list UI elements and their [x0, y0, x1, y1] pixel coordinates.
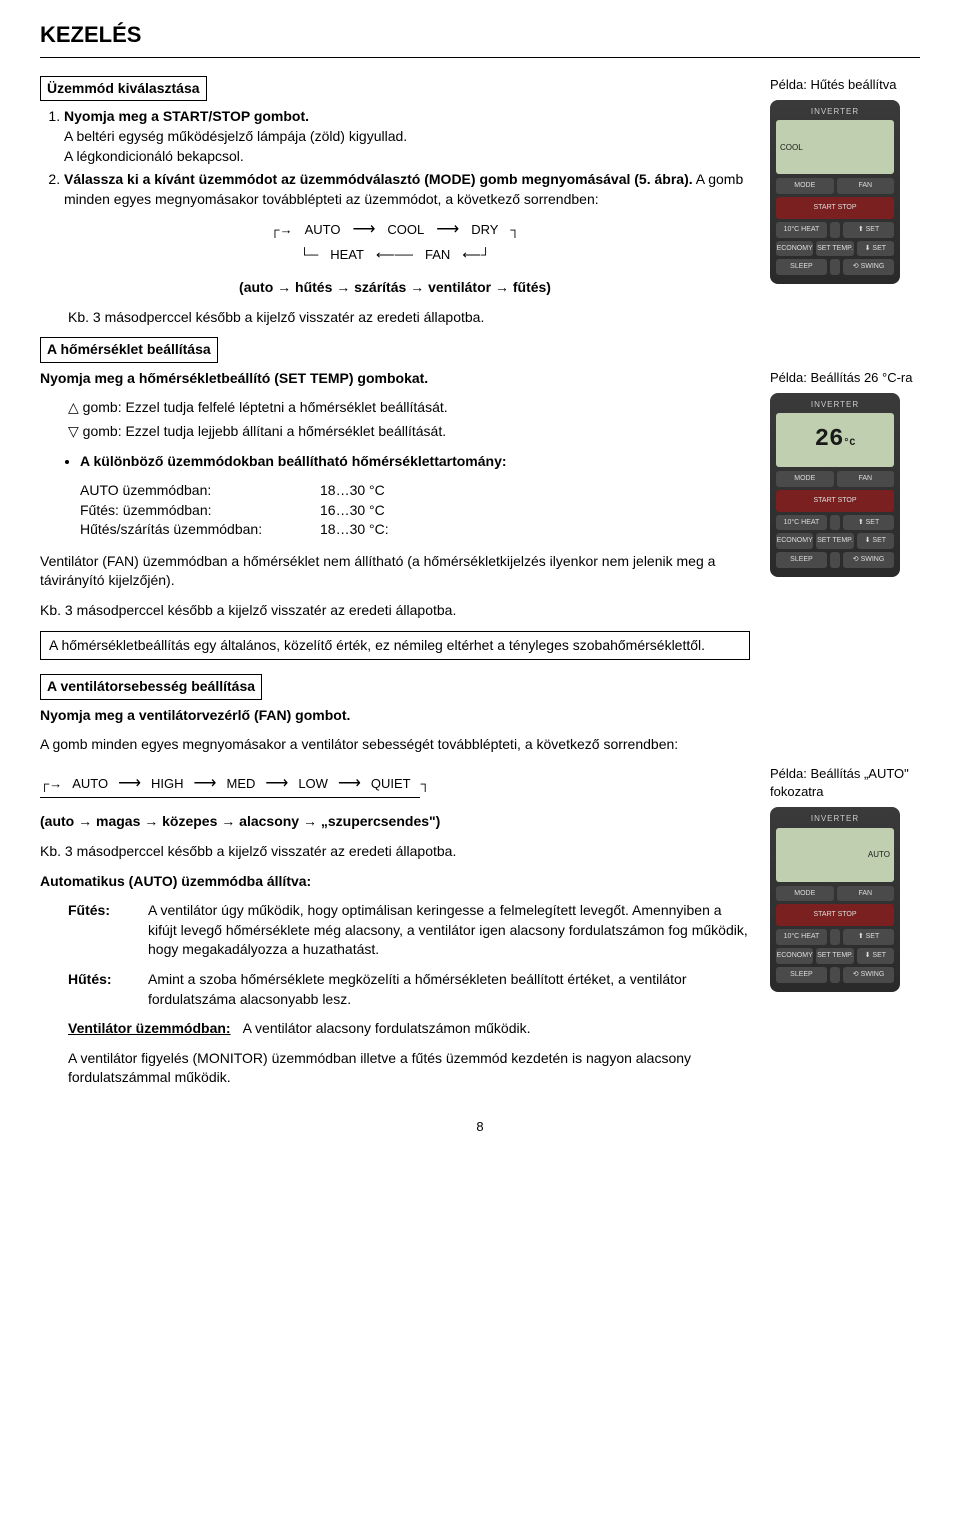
flow-cool: COOL: [387, 221, 424, 239]
example-label-temp: Példa: Beállítás 26 °C-ra: [770, 369, 920, 387]
remote-btn-setup: ⬆ SET: [843, 222, 894, 238]
section-heading-temp: A hőmérséklet beállítása: [40, 337, 218, 363]
remote-btn-econ: ECONOMY: [776, 241, 813, 257]
r3-start: START STOP: [776, 904, 894, 926]
range-auto-lab: AUTO üzemmódban:: [80, 481, 320, 501]
r3-set: ⬆ SET: [843, 929, 894, 945]
temp-range-table: AUTO üzemmódban:18…30 °C Fűtés: üzemmódb…: [80, 481, 750, 540]
mode-step2: Válassza ki a kívánt üzemmódot az üzemmó…: [64, 171, 743, 207]
r2-10c: 10°C HEAT: [776, 515, 827, 531]
r3-fan: FAN: [837, 886, 895, 902]
r2-set: ⬆ SET: [843, 515, 894, 531]
remote-btn-fan: FAN: [837, 178, 895, 194]
r2-start: START STOP: [776, 490, 894, 512]
range-cool-lab: Hűtés/szárítás üzemmódban:: [80, 520, 320, 540]
fan-flow-quiet: QUIET: [371, 775, 411, 793]
mode-sequence: (auto → hűtés → szárítás → ventilátor → …: [40, 278, 750, 298]
fan-lead: Nyomja meg a ventilátorvezérlő (FAN) gom…: [40, 707, 350, 723]
r3-10c: 10°C HEAT: [776, 929, 827, 945]
remote-screen-cool: COOL: [780, 142, 803, 153]
def-vent-label: Ventilátor üzemmódban:: [68, 1019, 231, 1039]
r3-swing: ⟲ SWING: [843, 967, 894, 983]
fan-flow-high: HIGH: [151, 775, 184, 793]
remote-illustration-temp: INVERTER 26°C MODEFAN START STOP 10°C HE…: [770, 393, 900, 577]
section-heading-mode: Üzemmód kiválasztása: [40, 76, 207, 102]
r2-setdn: ⬇ SET: [857, 533, 894, 549]
example-label-cool: Példa: Hűtés beállítva: [770, 76, 920, 94]
def-heat-label: Fűtés:: [68, 901, 148, 960]
def-heat: A ventilátor úgy működik, hogy optimális…: [148, 901, 750, 960]
remote-screen-degc: °C: [843, 438, 855, 449]
remote-btn-mode: MODE: [776, 178, 834, 194]
temp-up: gomb: Ezzel tudja felfelé léptetni a hőm…: [79, 399, 448, 415]
temp-fan-note: Ventilátor (FAN) üzemmódban a hőmérsékle…: [40, 552, 750, 591]
fan-seq: (auto → magas → közepes → alacsony → „sz…: [40, 813, 440, 829]
def-vent: A ventilátor alacsony fordulatszámon műk…: [243, 1019, 750, 1039]
remote-btn-start: START STOP: [776, 197, 894, 219]
remote-brand2: INVERTER: [776, 399, 894, 410]
mode-step1: Nyomja meg a START/STOP gombot.: [64, 108, 309, 124]
temp-range-intro: A különböző üzemmódokban beállítható hőm…: [80, 453, 507, 469]
def-cool-label: Hűtés:: [68, 970, 148, 1009]
remote-btn-temp: SET TEMP.: [816, 241, 853, 257]
remote-brand: INVERTER: [776, 106, 894, 117]
temp-note-box: A hőmérsékletbeállítás egy általános, kö…: [40, 631, 750, 661]
fan-note: Kb. 3 másodperccel később a kijelző viss…: [40, 842, 750, 862]
r2-econ: ECONOMY: [776, 533, 813, 549]
mode-flow-diagram: ┌→ AUTO COOL DRY ┐ └─ HEAT ⟵── FAN ⟵┘: [215, 219, 575, 264]
remote-illustration-cool: INVERTER COOL MODEFAN START STOP 10°C HE…: [770, 100, 900, 284]
remote-btn-setdn: ⬇ SET: [857, 241, 894, 257]
flow-fan: FAN: [425, 246, 450, 264]
temp-dn: gomb: Ezzel tudja lejjebb állítani a hőm…: [79, 423, 446, 439]
fan-auto-intro: Automatikus (AUTO) üzemmódba állítva:: [40, 873, 311, 889]
fan-desc: A gomb minden egyes megnyomásakor a vent…: [40, 735, 920, 755]
remote-screen-26: 26: [815, 426, 844, 453]
triangle-down-icon: [68, 423, 79, 439]
mode-note: Kb. 3 másodperccel később a kijelző viss…: [68, 308, 750, 328]
fan-flow-auto: AUTO: [72, 775, 108, 793]
flow-dry: DRY: [471, 221, 498, 239]
r2-swing: ⟲ SWING: [843, 552, 894, 568]
range-heat-lab: Fűtés: üzemmódban:: [80, 501, 320, 521]
r3-mode: MODE: [776, 886, 834, 902]
example-label-fan: Példa: Beállítás „AUTO" fokozatra: [770, 765, 920, 801]
section-heading-fan: A ventilátorsebesség beállítása: [40, 674, 262, 700]
mode-step1a: A beltéri egység működésjelző lámpája (z…: [64, 127, 750, 147]
temp-note: Kb. 3 másodperccel később a kijelző viss…: [40, 601, 750, 621]
remote-btn-sleep: SLEEP: [776, 259, 827, 275]
r3-temp: SET TEMP.: [816, 948, 853, 964]
title-rule: [40, 57, 920, 58]
fan-flow-return: [40, 797, 420, 798]
r3-sleep: SLEEP: [776, 967, 827, 983]
r2-sleep: SLEEP: [776, 552, 827, 568]
triangle-up-icon: [68, 399, 79, 415]
def-cool: Amint a szoba hőmérséklete megközelíti a…: [148, 970, 750, 1009]
r3-econ: ECONOMY: [776, 948, 813, 964]
remote-illustration-fan: INVERTER AUTO MODEFAN START STOP 10°C HE…: [770, 807, 900, 991]
r2-mode: MODE: [776, 471, 834, 487]
fan-flow-med: MED: [226, 775, 255, 793]
r2-temp: SET TEMP.: [816, 533, 853, 549]
def-vent2: A ventilátor figyelés (MONITOR) üzemmódb…: [68, 1049, 750, 1088]
flow-heat: HEAT: [330, 246, 364, 264]
range-cool-val: 18…30 °C:: [320, 520, 389, 540]
page-title: KEZELÉS: [40, 20, 920, 51]
flow-auto: AUTO: [305, 221, 341, 239]
mode-steps: Nyomja meg a START/STOP gombot. A beltér…: [40, 107, 750, 209]
remote-btn-swing: ⟲ SWING: [843, 259, 894, 275]
remote-screen-auto: AUTO: [868, 849, 890, 860]
remote-brand3: INVERTER: [776, 813, 894, 824]
range-heat-val: 16…30 °C: [320, 501, 385, 521]
r2-fan: FAN: [837, 471, 895, 487]
mode-step1b: A légkondicionáló bekapcsol.: [64, 147, 750, 167]
remote-btn-10c: 10°C HEAT: [776, 222, 827, 238]
temp-lead: Nyomja meg a hőmérsékletbeállító (SET TE…: [40, 370, 428, 386]
range-auto-val: 18…30 °C: [320, 481, 385, 501]
fan-flow-low: LOW: [298, 775, 328, 793]
r3-setdn: ⬇ SET: [857, 948, 894, 964]
fan-flow-diagram: ┌→ AUTO HIGH MED LOW QUIET ┐: [40, 773, 750, 795]
page-number: 8: [40, 1118, 920, 1136]
